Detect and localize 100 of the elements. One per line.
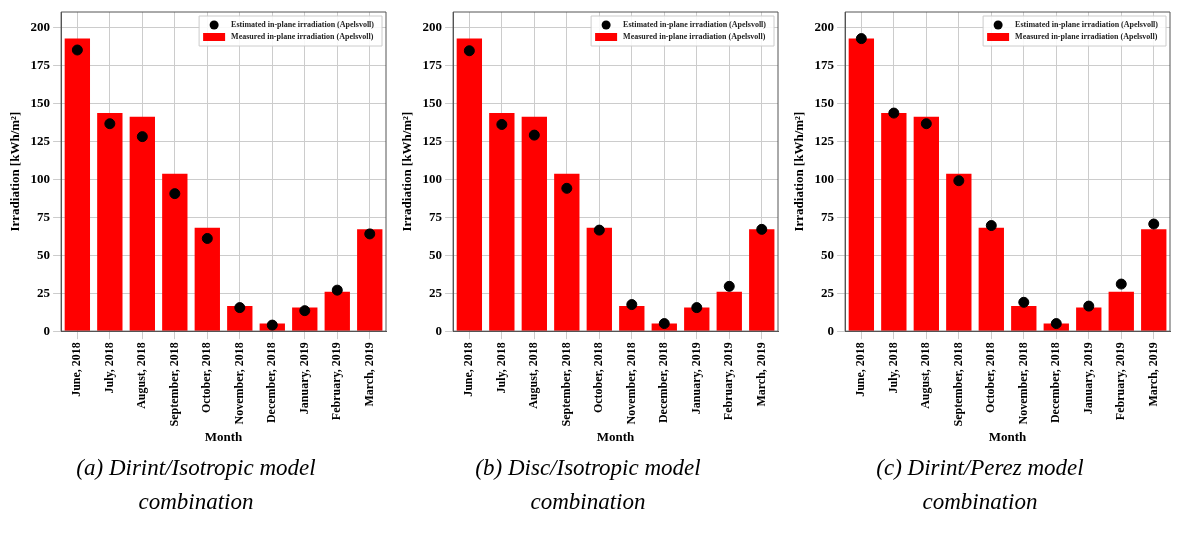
y-tick-label: 0 xyxy=(827,322,835,338)
bar xyxy=(97,113,123,331)
y-axis-title: Irradiation [kWh/m²] xyxy=(7,111,23,232)
x-tick-label: November, 2018 xyxy=(1015,342,1030,425)
x-tick-label: March, 2019 xyxy=(753,342,768,407)
bar xyxy=(978,227,1004,331)
point xyxy=(71,44,83,56)
bar xyxy=(357,229,383,331)
point xyxy=(1050,318,1062,330)
x-tick-label: November, 2018 xyxy=(231,342,246,425)
point xyxy=(920,118,932,130)
bar xyxy=(619,306,645,331)
x-tick-label: January, 2019 xyxy=(1080,342,1095,415)
y-tick-label: 175 xyxy=(30,56,51,72)
y-tick-label: 75 xyxy=(821,208,835,224)
text: (a) Dirint/Isotropic model combination xyxy=(75,454,317,516)
x-axis-title: Month xyxy=(204,428,244,444)
x-tick-label: December, 2018 xyxy=(264,342,279,424)
text: (c) Dirint/Perez model combination xyxy=(875,454,1085,516)
y-tick-label: 75 xyxy=(429,208,443,224)
legend-label: Measured in-plane irradiation (Apelsvoll) xyxy=(1015,32,1158,42)
x-tick-label: February, 2019 xyxy=(329,342,344,421)
y-tick-label: 50 xyxy=(37,246,51,262)
point xyxy=(561,182,573,194)
y-tick-label: 200 xyxy=(30,18,51,34)
x-tick-label: March, 2019 xyxy=(1145,342,1160,407)
y-tick-label: 200 xyxy=(422,18,443,34)
point xyxy=(888,107,900,119)
y-tick-label: 100 xyxy=(30,170,51,186)
point xyxy=(528,129,540,141)
y-tick-label: 50 xyxy=(821,246,835,262)
x-tick-label: March, 2019 xyxy=(361,342,376,407)
point xyxy=(104,118,116,130)
x-tick-label: December, 2018 xyxy=(656,342,671,424)
legend-label: Estimated in-plane irradiation (Apelsvoll) xyxy=(1015,20,1159,30)
text: (b) Disc/Isotropic model combination xyxy=(474,454,702,516)
point xyxy=(756,223,768,235)
point xyxy=(1018,296,1030,308)
y-tick-label: 125 xyxy=(422,132,443,148)
x-tick-label: June, 2018 xyxy=(461,342,476,397)
bar xyxy=(521,116,547,331)
point xyxy=(658,318,670,330)
x-tick-label: October, 2018 xyxy=(983,342,998,414)
point xyxy=(723,280,735,292)
x-tick-label: September, 2018 xyxy=(166,342,181,427)
bar xyxy=(489,113,515,331)
bar xyxy=(913,116,939,331)
bar xyxy=(1108,291,1134,331)
y-tick-label: 125 xyxy=(814,132,835,148)
point xyxy=(299,305,311,317)
x-tick-label: June, 2018 xyxy=(853,342,868,397)
x-tick-label: January, 2019 xyxy=(688,342,703,415)
point xyxy=(1115,278,1127,290)
y-tick-label: 0 xyxy=(435,322,443,338)
x-tick-label: June, 2018 xyxy=(69,342,84,397)
bar xyxy=(749,229,775,331)
bar xyxy=(881,113,907,331)
x-tick-label: July, 2018 xyxy=(885,342,900,394)
legend-label: Measured in-plane irradiation (Apelsvoll) xyxy=(623,32,766,42)
x-tick-label: September, 2018 xyxy=(558,342,573,427)
legend-label: Estimated in-plane irradiation (Apelsvoll) xyxy=(623,20,767,30)
y-tick-label: 100 xyxy=(814,170,835,186)
y-tick-label: 125 xyxy=(30,132,51,148)
bar xyxy=(554,173,580,331)
y-tick-label: 175 xyxy=(814,56,835,72)
bar xyxy=(848,38,875,331)
x-tick-label: July, 2018 xyxy=(493,342,508,394)
point xyxy=(1083,300,1095,312)
bar xyxy=(716,291,742,331)
bar xyxy=(1076,307,1102,331)
point xyxy=(953,175,965,187)
point xyxy=(331,284,343,296)
y-tick-label: 75 xyxy=(37,208,51,224)
y-tick-label: 175 xyxy=(422,56,443,72)
point xyxy=(463,45,475,57)
x-axis-title: Month xyxy=(988,428,1028,444)
x-tick-label: August, 2018 xyxy=(134,342,149,409)
point xyxy=(593,224,605,236)
y-tick-label: 150 xyxy=(814,94,835,110)
y-tick-label: 150 xyxy=(422,94,443,110)
bar xyxy=(324,291,350,331)
x-tick-label: August, 2018 xyxy=(526,342,541,409)
x-tick-label: February, 2019 xyxy=(721,342,736,421)
y-axis-title: Irradiation [kWh/m²] xyxy=(791,111,807,232)
x-tick-label: October, 2018 xyxy=(199,342,214,414)
y-tick-label: 0 xyxy=(43,322,51,338)
bar xyxy=(456,38,483,331)
y-axis-title: Irradiation [kWh/m²] xyxy=(399,111,415,232)
x-tick-label: February, 2019 xyxy=(1113,342,1128,421)
point xyxy=(169,188,181,200)
y-tick-label: 150 xyxy=(30,94,51,110)
bar xyxy=(684,307,710,331)
legend-label: Estimated in-plane irradiation (Apelsvoll) xyxy=(231,20,375,30)
x-tick-label: October, 2018 xyxy=(591,342,606,414)
point xyxy=(691,302,703,314)
point xyxy=(626,299,638,311)
bar xyxy=(129,116,155,331)
x-axis-title: Month xyxy=(596,428,636,444)
point xyxy=(234,302,246,314)
point xyxy=(985,220,997,232)
